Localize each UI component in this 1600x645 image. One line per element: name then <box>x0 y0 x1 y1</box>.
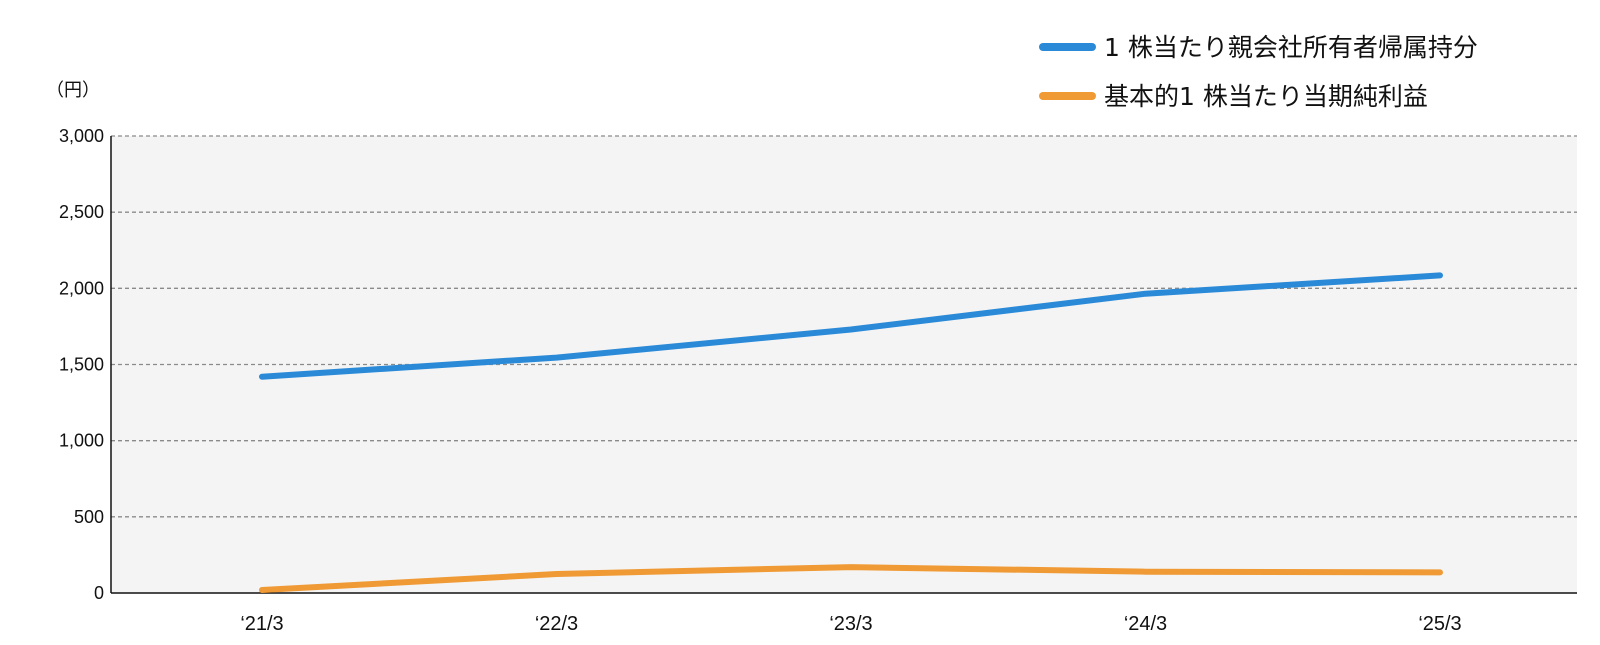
data-point-1-3 <box>1143 569 1149 575</box>
data-point-1-0 <box>259 587 265 593</box>
y-tick-labels: 0 500 1,000 1,500 2,000 2,500 3,000 <box>59 126 104 603</box>
x-tick-label: ‘21/3 <box>240 613 283 635</box>
series-lines <box>259 272 1443 593</box>
y-unit-label: （円） <box>46 80 100 101</box>
data-point-1-1 <box>554 571 560 577</box>
series-line-0 <box>259 272 1443 380</box>
legend: 1 株当たり親会社所有者帰属持分 基本的1 株当たり当期純利益 <box>1039 33 1478 111</box>
x-tick-labels: ‘21/3 ‘22/3 ‘23/3 ‘24/3 ‘25/3 <box>240 613 1461 635</box>
data-point-1-4 <box>1437 569 1443 575</box>
gridlines <box>111 135 1577 518</box>
y-tick-label: 3,000 <box>59 126 104 146</box>
y-tick-label: 2,000 <box>59 278 104 298</box>
x-tick-label: ‘25/3 <box>1418 613 1461 635</box>
data-point-1-2 <box>848 564 854 570</box>
legend-label-0: 1 株当たり親会社所有者帰属持分 <box>1104 33 1478 62</box>
y-tick-label: 1,500 <box>59 355 104 375</box>
y-tick-label: 2,500 <box>59 202 104 222</box>
x-tick-label: ‘23/3 <box>829 613 872 635</box>
x-tick-label: ‘22/3 <box>535 613 578 635</box>
x-tick-label: ‘24/3 <box>1124 613 1167 635</box>
data-point-0-3 <box>1143 291 1149 297</box>
legend-label-1: 基本的1 株当たり当期純利益 <box>1104 82 1428 111</box>
y-tick-label: 500 <box>74 507 104 527</box>
data-point-0-2 <box>848 326 854 332</box>
y-tick-label: 1,000 <box>59 431 104 451</box>
data-point-0-1 <box>554 355 560 361</box>
series-line-1 <box>259 564 1443 593</box>
data-point-0-0 <box>259 374 265 380</box>
y-tick-label: 0 <box>94 583 104 603</box>
data-point-0-4 <box>1437 272 1443 278</box>
